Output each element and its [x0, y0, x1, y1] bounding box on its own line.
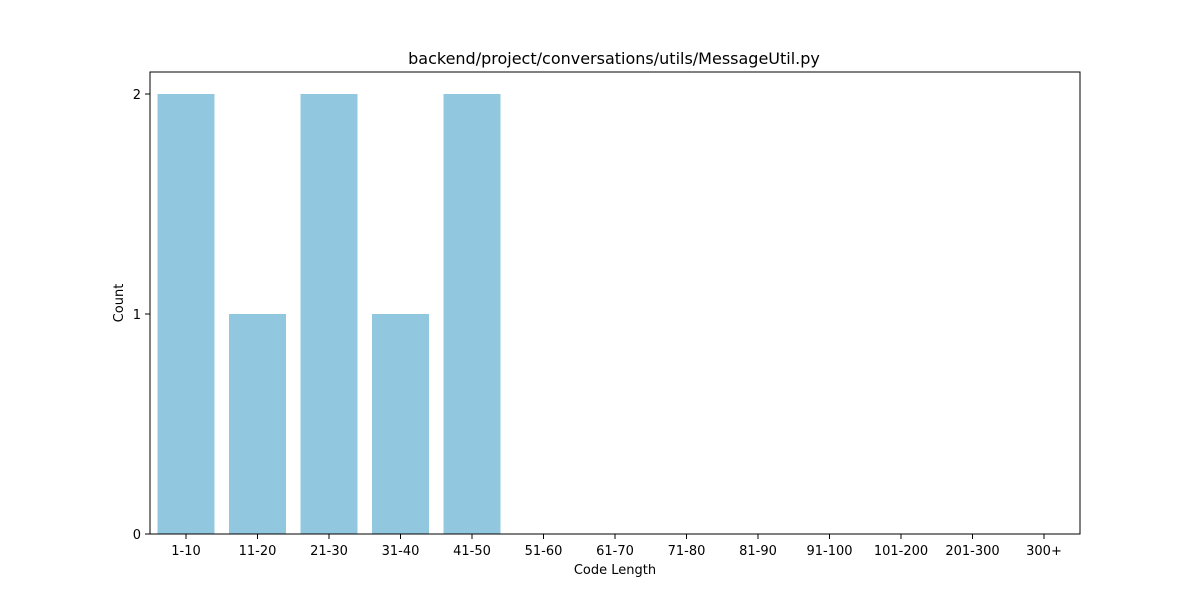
x-tick-label: 201-300 [945, 544, 999, 559]
x-tick-label: 21-30 [310, 544, 348, 559]
x-tick-label: 31-40 [382, 544, 420, 559]
x-tick-label: 61-70 [596, 544, 634, 559]
y-tick-label: 1 [133, 308, 141, 323]
y-axis: 0 1 2 [133, 88, 150, 543]
plot-frame [149, 71, 1081, 535]
y-tick-label: 2 [133, 88, 141, 103]
bars [157, 94, 501, 534]
x-tick-label: 101-200 [874, 544, 928, 559]
x-tick-label: 81-90 [739, 544, 777, 559]
y-axis-label: Count [112, 284, 127, 323]
x-axis-label: Code Length [574, 563, 656, 578]
x-tick-label: 51-60 [525, 544, 563, 559]
bar-1-10 [157, 94, 215, 534]
bar-11-20 [229, 314, 286, 534]
x-axis: 1-10 11-20 21-30 31-40 41-50 51-60 61-70 71-80 8… [171, 534, 1062, 559]
x-tick-label: 91-100 [806, 544, 852, 559]
x-tick-label: 1-10 [171, 544, 201, 559]
bar-31-40 [372, 314, 429, 534]
x-tick-label: 300+ [1026, 544, 1062, 559]
chart-title: backend/project/conversations/utils/Mess… [408, 49, 820, 68]
y-tick-label: 0 [133, 528, 141, 543]
x-tick-label: 41-50 [453, 544, 491, 559]
x-tick-label: 71-80 [668, 544, 706, 559]
bar-21-30 [300, 94, 358, 534]
bar-41-50 [443, 94, 501, 534]
x-tick-label: 11-20 [239, 544, 277, 559]
